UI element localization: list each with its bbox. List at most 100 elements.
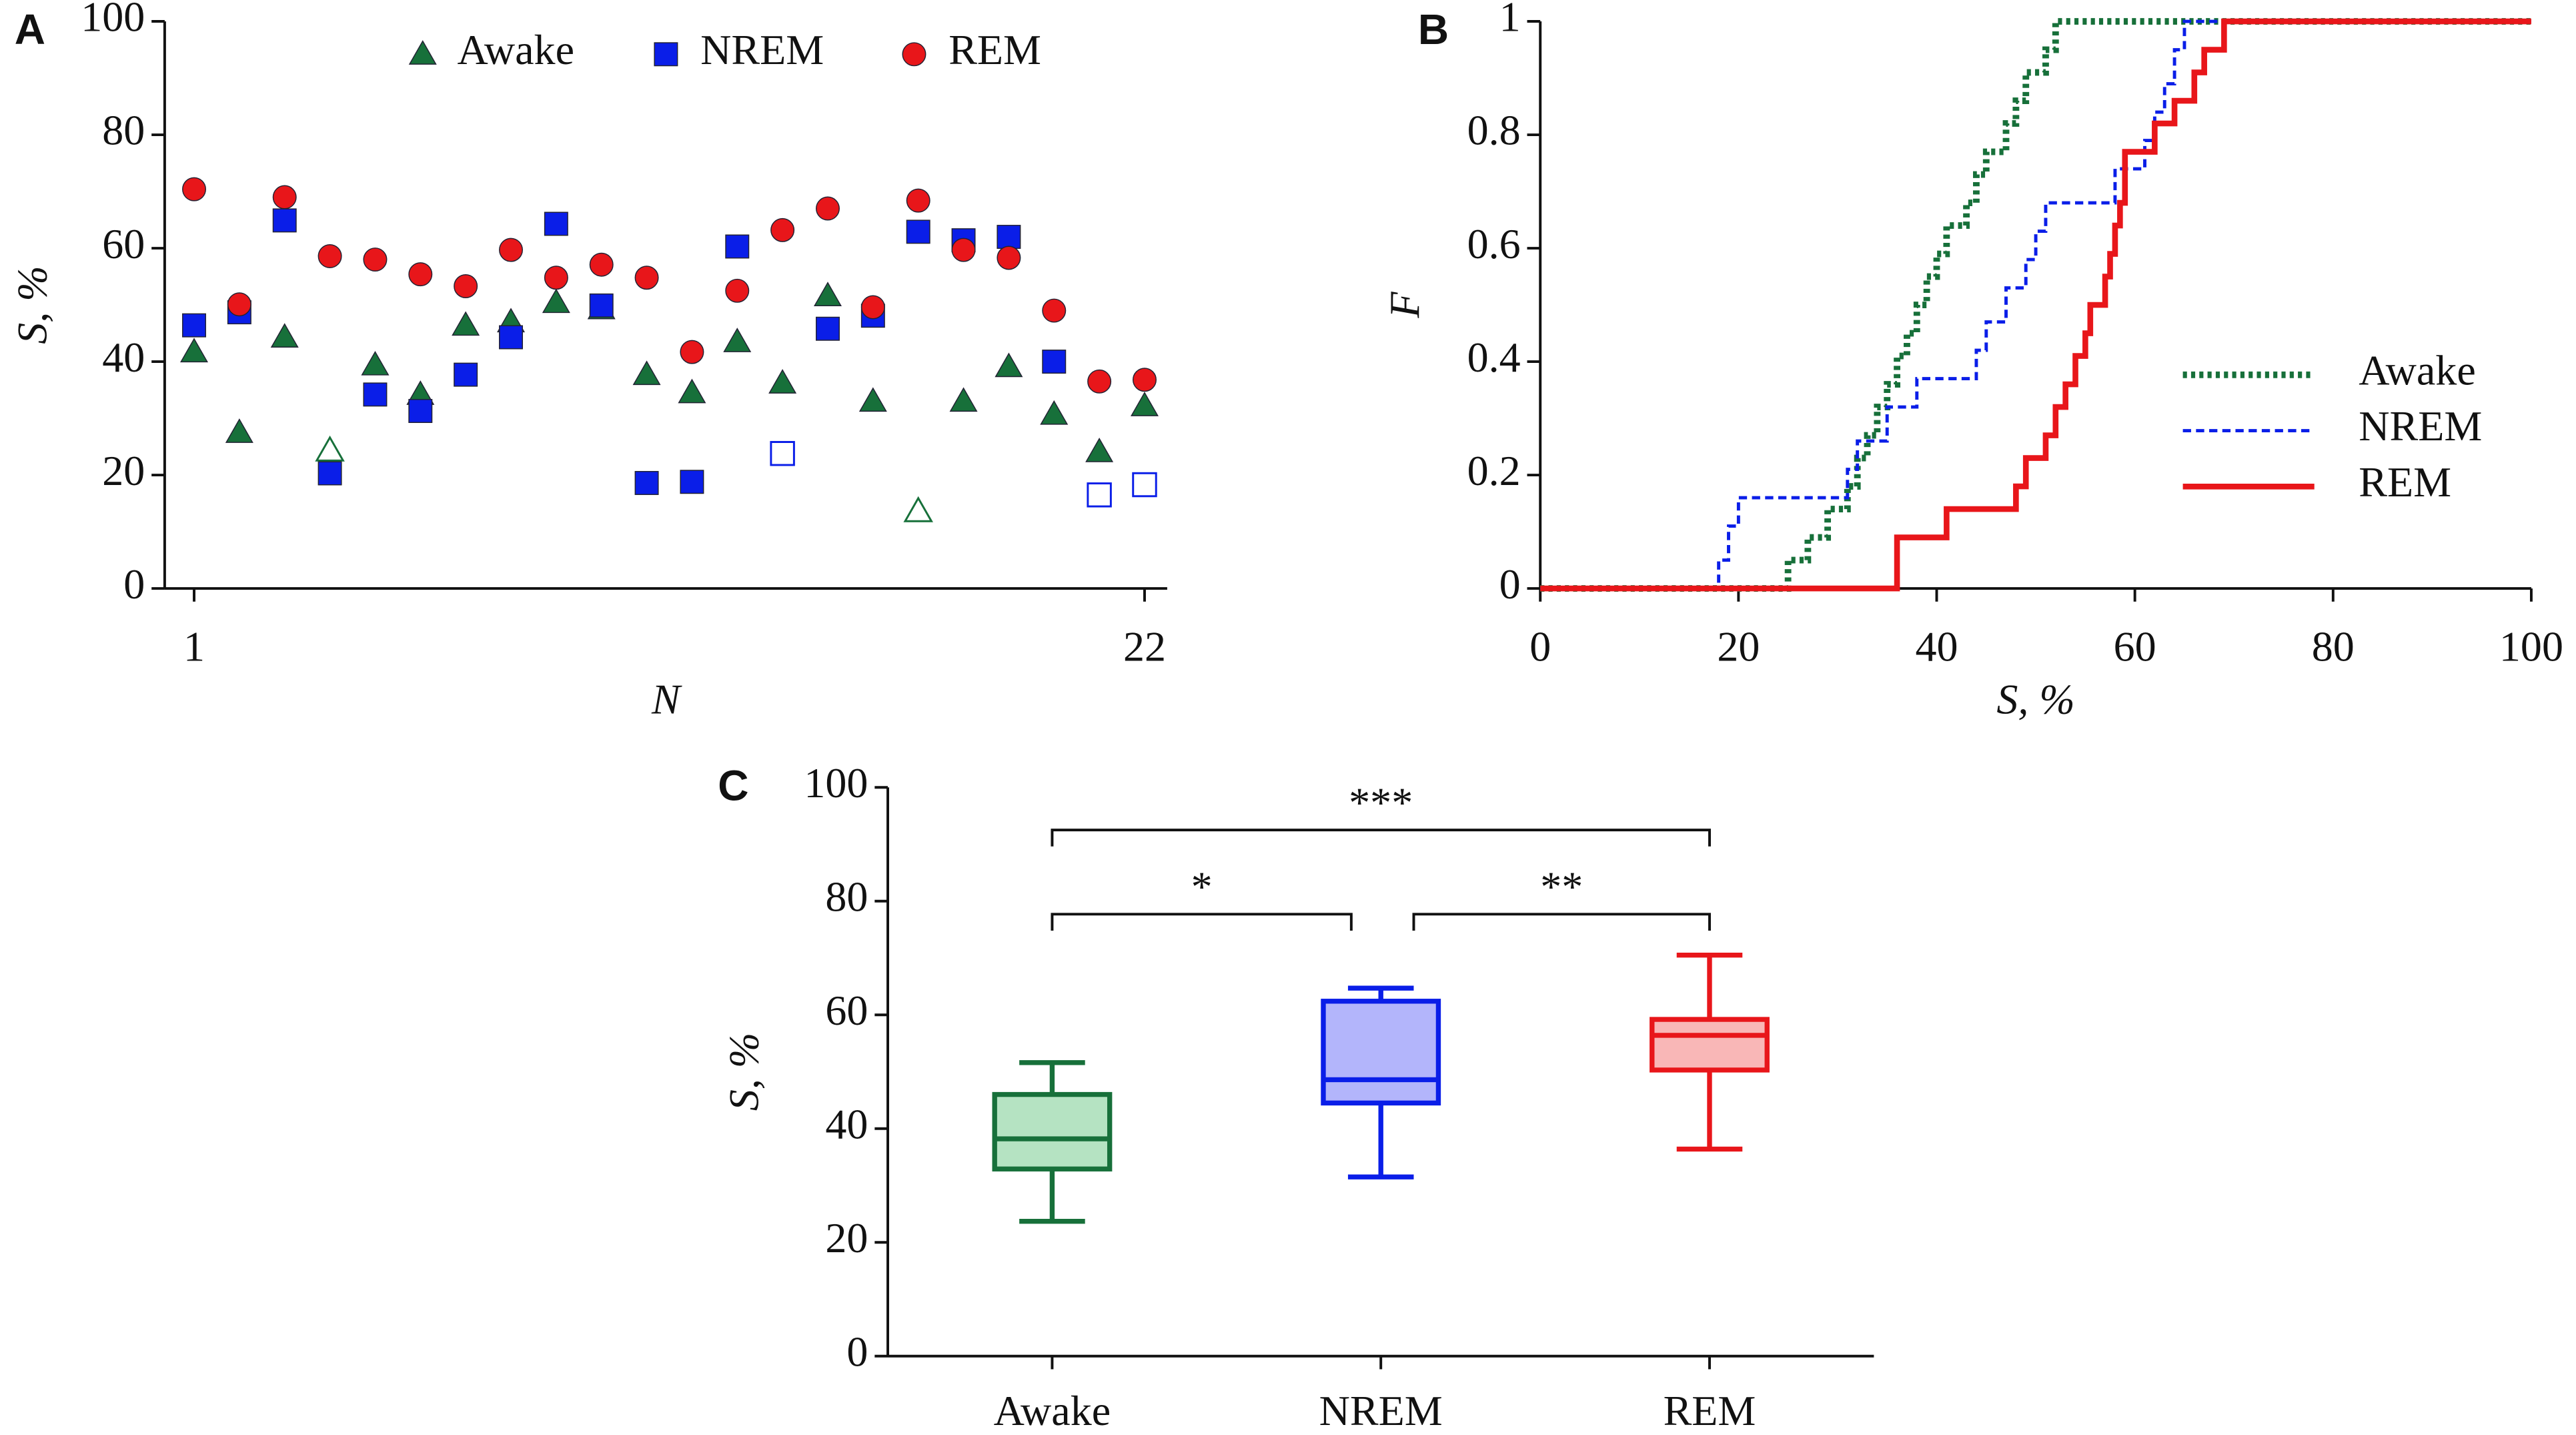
point [1087,482,1112,508]
significance-bracket [1051,829,1711,847]
y-tick-label: 0 [1499,560,1521,608]
legend-label: NREM [700,26,824,73]
y-tick-label: 0.8 [1467,107,1521,154]
point [361,350,390,376]
x-tick-label: NREM [1319,1387,1443,1434]
point [816,196,840,221]
point [408,399,433,424]
point [770,441,795,466]
point [182,313,207,338]
significance-label: * [1191,863,1213,911]
point [1132,368,1157,392]
point [182,177,207,201]
y-tick-label: 0 [846,1328,868,1375]
point [768,369,797,394]
panel-label: B [1418,5,1449,53]
y-axis-label: S, % [8,266,55,344]
point [860,295,885,320]
y-tick-label: 40 [825,1100,868,1147]
panel-label: C [718,762,748,810]
x-tick-label: 0 [1529,622,1551,670]
point [725,234,750,259]
point [452,311,480,336]
point [997,246,1021,270]
panel-label: A [15,5,45,53]
y-tick-label: 40 [102,334,145,381]
point [363,382,388,407]
point [678,378,706,404]
x-tick-label: 1 [183,622,205,670]
point [814,282,842,306]
point [317,461,342,486]
point [499,325,523,350]
x-tick-label: 100 [2499,622,2563,670]
legend-label: Awake [457,26,574,73]
y-tick-label: 0.6 [1467,220,1521,268]
point [272,208,297,233]
point [1130,392,1159,416]
point [408,262,433,287]
y-tick-label: 80 [102,107,145,154]
point [1087,369,1112,394]
cdf-line [1540,18,2531,592]
y-tick-label: 0.2 [1467,447,1521,494]
point [317,244,342,268]
point [454,362,478,387]
significance-bracket [1051,913,1353,931]
legend-label: REM [948,26,1041,73]
y-axis-label: F [1381,292,1428,319]
x-tick-label: 40 [1915,622,1958,670]
point [1040,400,1069,425]
y-tick-label: 20 [825,1214,868,1262]
point [680,470,704,494]
y-tick-label: 0.4 [1467,334,1521,381]
y-tick-label: 60 [102,220,145,268]
point [725,278,750,303]
significance-label: *** [1349,779,1413,826]
y-tick-label: 1 [1499,0,1521,41]
box [1650,1017,1770,1073]
y-tick-label: 100 [804,759,868,807]
point [723,328,752,352]
y-tick-label: 100 [81,0,145,41]
point [180,338,209,363]
point [363,248,388,272]
point [858,387,887,412]
box [1321,999,1441,1106]
legend-marker [902,42,926,67]
point [270,323,299,348]
y-tick-label: 80 [825,873,868,920]
point [634,470,659,495]
x-tick-label: 60 [2114,622,2156,670]
point [816,316,840,341]
significance-bracket [1412,913,1711,931]
point [227,292,251,317]
point [1042,298,1067,323]
point [1042,350,1067,374]
point [680,340,704,364]
point [272,185,297,209]
legend-marker [654,42,678,67]
legend-label: Awake [2359,346,2476,394]
point [315,435,345,462]
y-tick-label: 20 [102,447,145,494]
point [454,274,478,298]
point [1085,438,1114,462]
cdf-line [1540,18,2531,592]
point [542,288,570,314]
point [906,188,930,213]
x-tick-label: Awake [994,1387,1111,1434]
cdf-line [1540,19,2531,590]
point [634,266,659,290]
point [906,219,930,244]
point [544,266,568,290]
x-axis-label: N [651,675,682,723]
y-tick-label: 60 [825,987,868,1034]
legend-label: NREM [2359,402,2482,450]
x-tick-label: 22 [1123,622,1166,670]
point [770,217,795,242]
legend-marker [408,40,437,65]
y-tick-label: 0 [123,560,145,608]
